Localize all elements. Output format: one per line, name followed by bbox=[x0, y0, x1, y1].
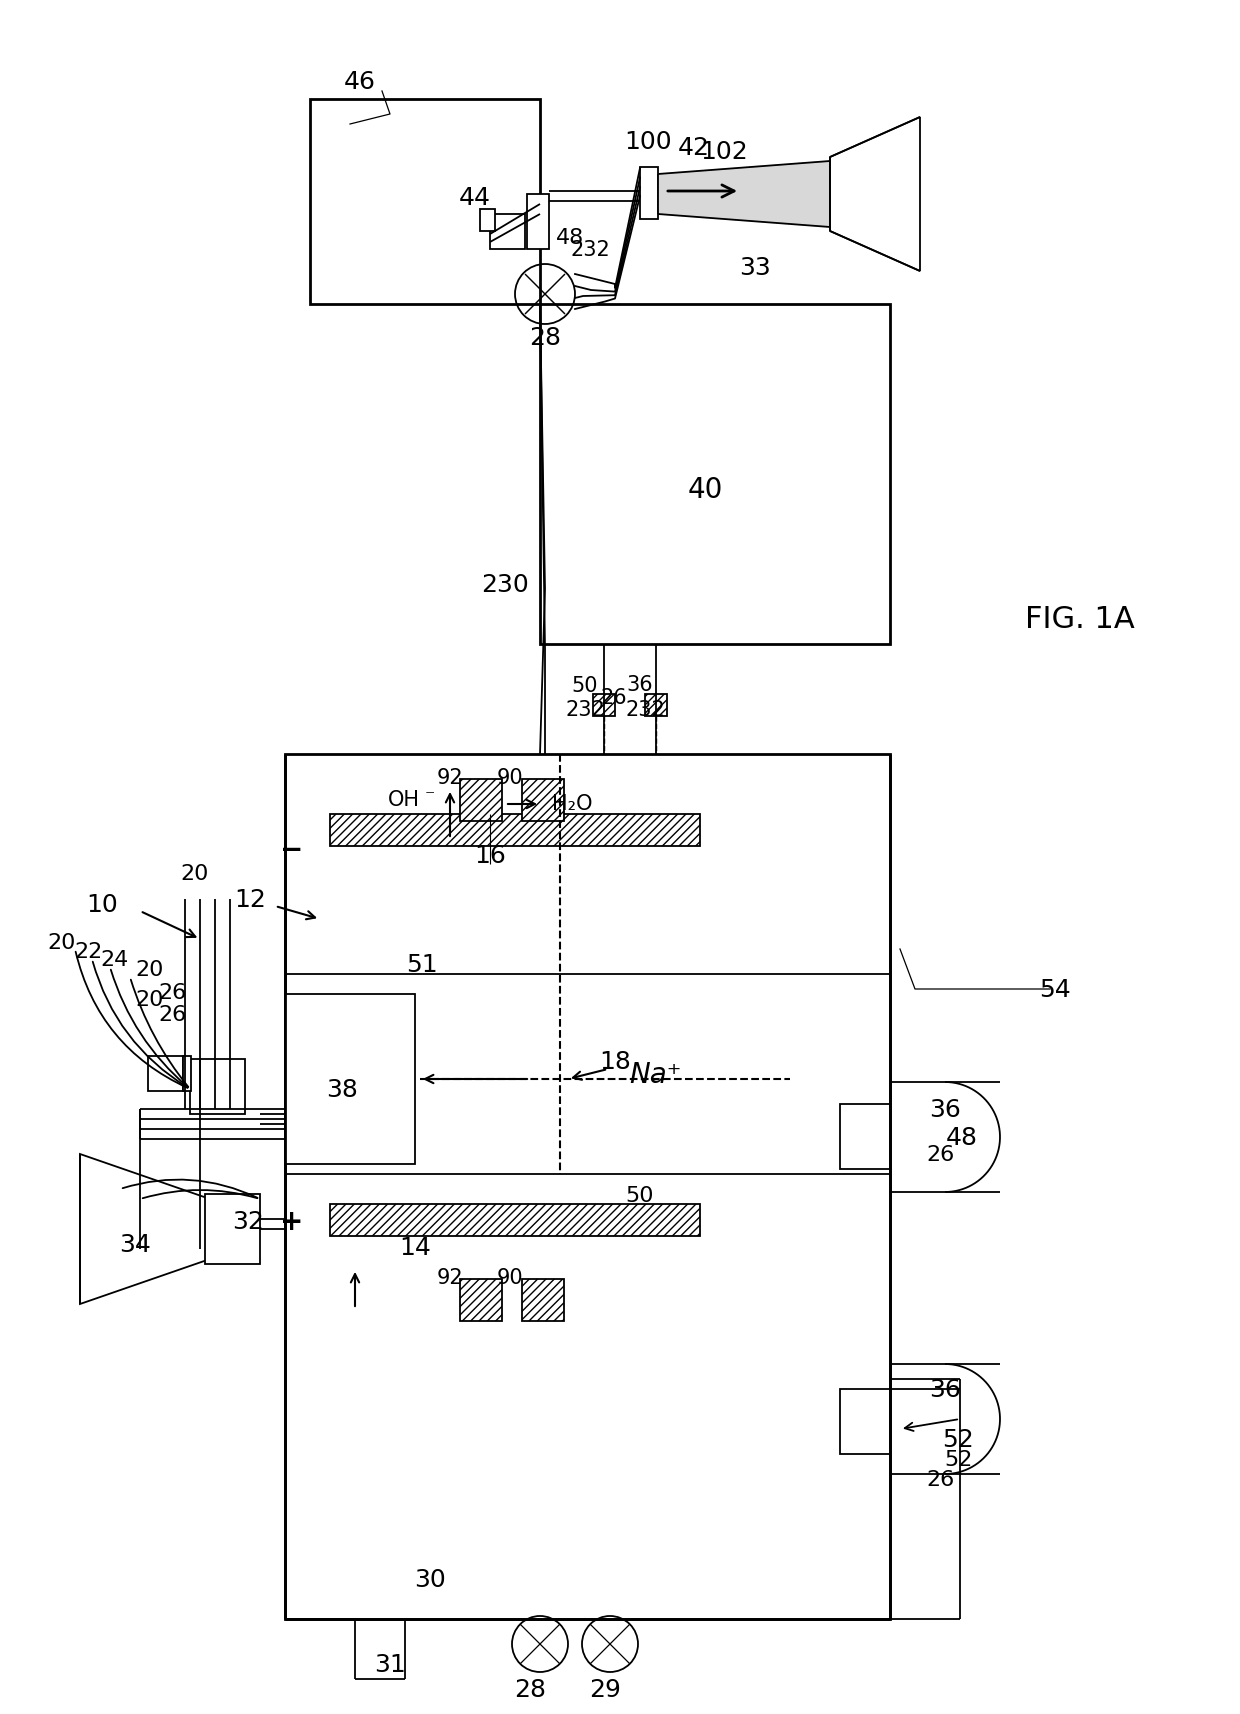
Bar bbox=[480, 209, 495, 231]
Bar bbox=[640, 168, 658, 219]
Text: 12: 12 bbox=[234, 888, 265, 912]
Bar bbox=[839, 1388, 890, 1453]
Text: 26: 26 bbox=[600, 687, 627, 708]
Bar bbox=[285, 754, 890, 1620]
Text: OH: OH bbox=[388, 790, 420, 809]
Text: 40: 40 bbox=[687, 476, 723, 504]
Text: 14: 14 bbox=[399, 1236, 432, 1260]
Text: 230: 230 bbox=[481, 572, 529, 596]
Text: 10: 10 bbox=[86, 893, 118, 917]
Text: 48: 48 bbox=[946, 1126, 978, 1150]
Text: 232: 232 bbox=[565, 699, 605, 720]
Bar bbox=[593, 694, 615, 716]
Text: H₂O: H₂O bbox=[552, 794, 593, 814]
Text: 52: 52 bbox=[944, 1448, 972, 1469]
Bar bbox=[330, 1205, 701, 1236]
Text: 32: 32 bbox=[232, 1210, 264, 1234]
Text: 30: 30 bbox=[414, 1567, 446, 1591]
Text: 22: 22 bbox=[74, 941, 102, 962]
Text: 28: 28 bbox=[515, 1676, 546, 1700]
Text: 52: 52 bbox=[942, 1428, 973, 1452]
Text: 31: 31 bbox=[374, 1652, 405, 1676]
Text: 46: 46 bbox=[343, 70, 376, 94]
Polygon shape bbox=[658, 161, 830, 228]
Bar bbox=[205, 1195, 260, 1265]
Text: 16: 16 bbox=[474, 843, 506, 867]
Bar bbox=[460, 780, 502, 821]
Bar bbox=[522, 1279, 564, 1321]
Bar bbox=[645, 694, 667, 716]
Text: 50: 50 bbox=[626, 1186, 655, 1205]
Text: 20: 20 bbox=[181, 864, 210, 883]
Text: 34: 34 bbox=[119, 1232, 151, 1256]
Text: 24: 24 bbox=[100, 950, 129, 970]
Text: 38: 38 bbox=[326, 1078, 358, 1102]
Text: Na⁺: Na⁺ bbox=[629, 1061, 681, 1088]
Text: 48: 48 bbox=[556, 228, 584, 249]
Text: 29: 29 bbox=[589, 1676, 621, 1700]
Text: 20: 20 bbox=[48, 932, 76, 953]
Text: 50: 50 bbox=[572, 675, 598, 696]
Text: 51: 51 bbox=[407, 953, 438, 977]
Bar bbox=[285, 994, 415, 1164]
Text: 36: 36 bbox=[929, 1097, 961, 1121]
Bar bbox=[190, 1059, 246, 1114]
Text: −: − bbox=[280, 835, 304, 864]
Text: 26: 26 bbox=[926, 1145, 954, 1164]
Text: 33: 33 bbox=[739, 255, 771, 279]
Text: 102: 102 bbox=[701, 141, 748, 165]
Text: ⁻: ⁻ bbox=[425, 787, 435, 806]
Text: 20: 20 bbox=[136, 960, 164, 979]
Text: 100: 100 bbox=[624, 130, 672, 154]
Text: 20: 20 bbox=[136, 989, 164, 1010]
Text: 18: 18 bbox=[599, 1049, 631, 1073]
Text: 90: 90 bbox=[497, 768, 523, 787]
Text: 42: 42 bbox=[678, 135, 711, 159]
Bar bbox=[148, 1056, 184, 1092]
Bar bbox=[184, 1056, 191, 1092]
Text: 90: 90 bbox=[497, 1267, 523, 1287]
Bar bbox=[527, 195, 549, 250]
Bar bbox=[522, 780, 564, 821]
Text: 54: 54 bbox=[1039, 977, 1071, 1001]
Text: 92: 92 bbox=[436, 768, 464, 787]
Text: 92: 92 bbox=[436, 1267, 464, 1287]
Bar bbox=[839, 1104, 890, 1169]
Bar bbox=[490, 214, 525, 250]
Text: 26: 26 bbox=[157, 1004, 186, 1025]
Text: FIG. 1A: FIG. 1A bbox=[1025, 605, 1135, 634]
Text: 44: 44 bbox=[459, 185, 491, 209]
Text: +: + bbox=[280, 1207, 304, 1236]
Bar bbox=[539, 305, 890, 644]
Text: 36: 36 bbox=[929, 1376, 961, 1400]
Text: 26: 26 bbox=[926, 1469, 954, 1489]
Bar bbox=[460, 1279, 502, 1321]
Text: 232: 232 bbox=[570, 240, 610, 261]
Text: 36: 36 bbox=[626, 675, 653, 694]
Text: 26: 26 bbox=[157, 982, 186, 1003]
Bar bbox=[330, 814, 701, 847]
Text: 28: 28 bbox=[529, 326, 560, 350]
Text: 232: 232 bbox=[625, 699, 665, 720]
Bar bbox=[310, 99, 539, 305]
